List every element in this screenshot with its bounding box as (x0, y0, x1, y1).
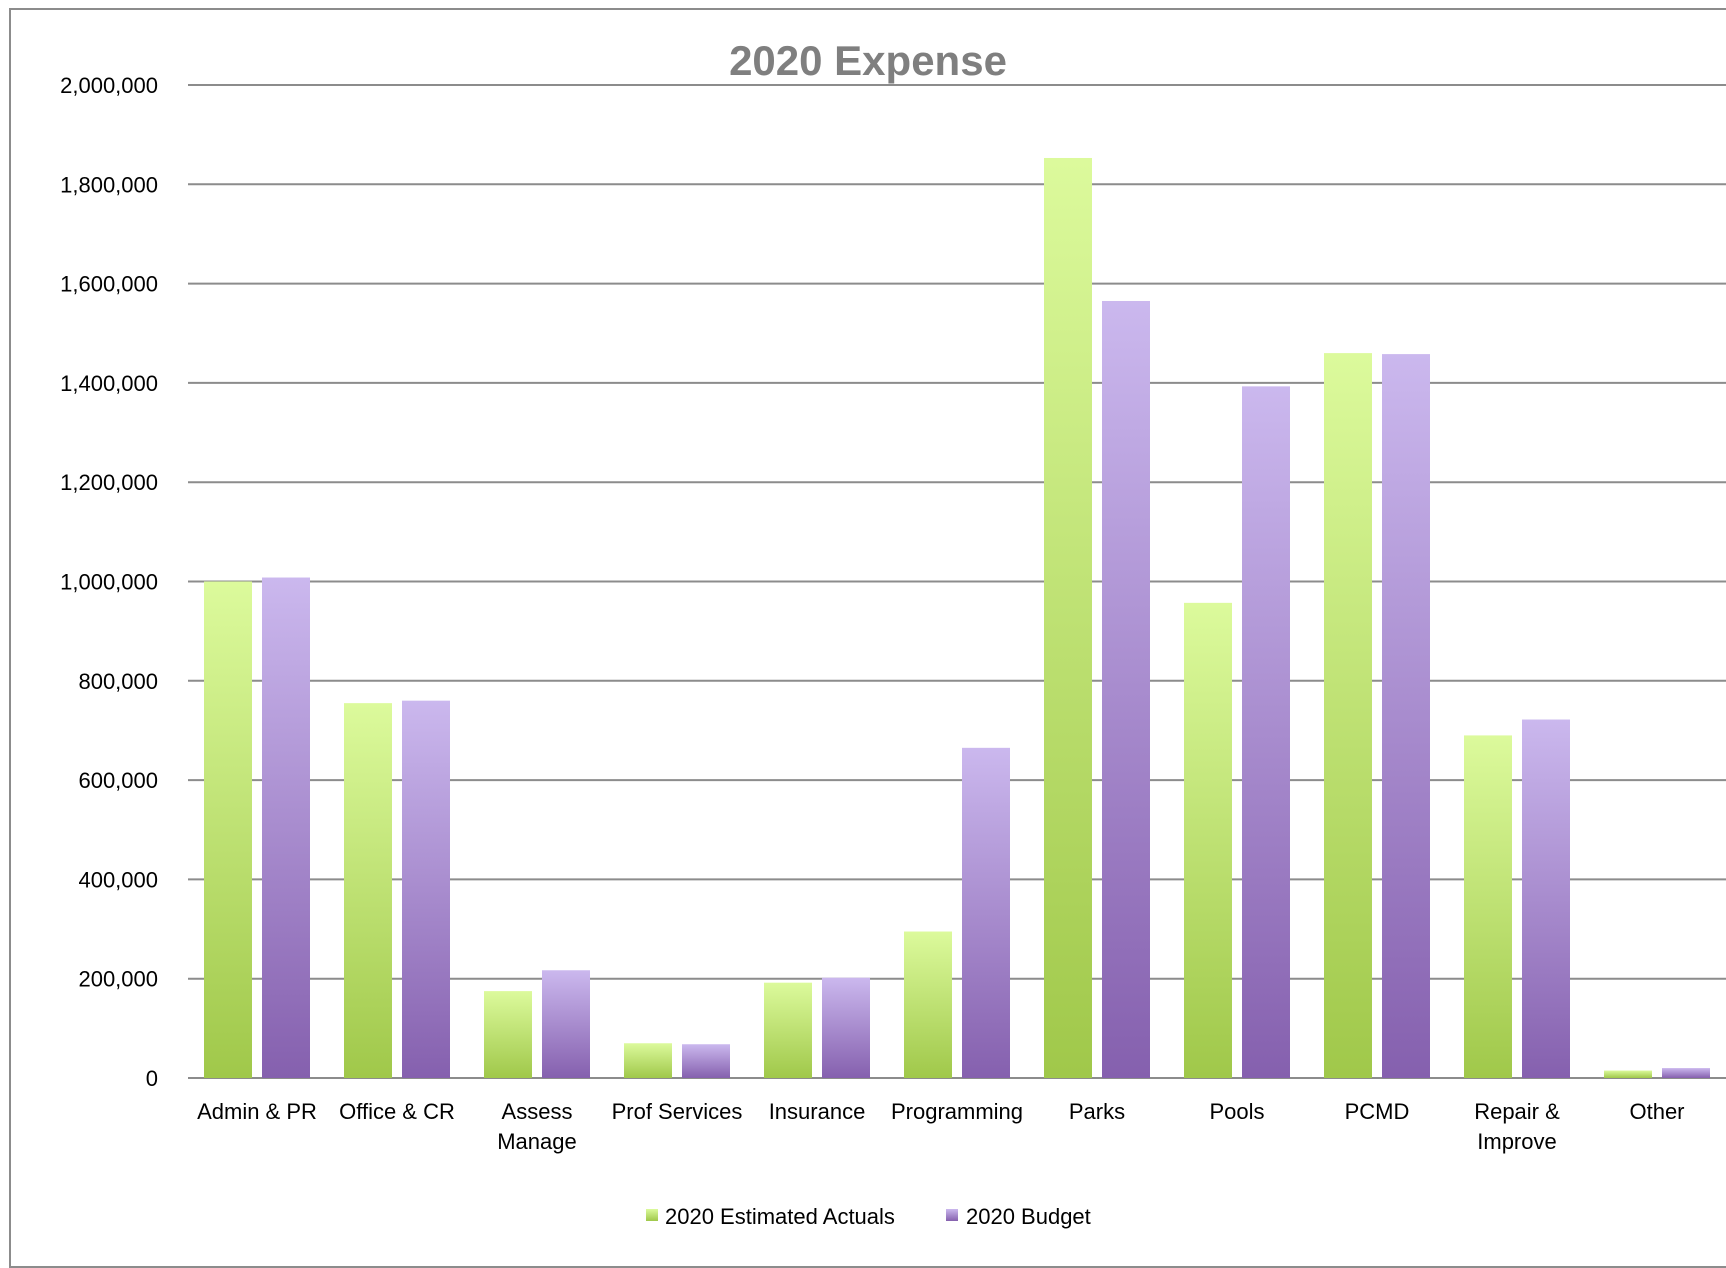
y-tick-label: 600,000 (78, 768, 158, 793)
x-tick-label: Insurance (769, 1099, 866, 1124)
y-tick-label: 1,600,000 (60, 272, 158, 297)
bar-estimated-actuals (764, 982, 812, 1078)
x-tick-label: Assess Manage (497, 1099, 577, 1154)
bar-budget (1662, 1068, 1710, 1078)
bar-budget (1242, 386, 1290, 1078)
x-tick-label: Other (1629, 1099, 1684, 1124)
y-tick-label: 1,200,000 (60, 470, 158, 495)
x-tick-label: Programming (891, 1099, 1023, 1124)
legend-label: 2020 Budget (966, 1204, 1091, 1229)
y-tick-label: 200,000 (78, 967, 158, 992)
bar-budget (1382, 354, 1430, 1078)
bar-budget (1102, 300, 1150, 1078)
y-tick-label: 0 (146, 1066, 158, 1091)
bar-estimated-actuals (1464, 735, 1512, 1078)
bar-budget (822, 977, 870, 1078)
y-tick-label: 1,400,000 (60, 371, 158, 396)
x-tick-label: Repair & Improve (1474, 1099, 1560, 1154)
x-axis-tick-labels: Admin & PR Office & CR Assess Manage Prof Se… (197, 1099, 1684, 1154)
legend-swatch (946, 1209, 958, 1221)
y-tick-label: 2,000,000 (60, 73, 158, 98)
bar-estimated-actuals (1604, 1070, 1652, 1078)
x-tick-label: PCMD (1345, 1099, 1410, 1124)
bar-estimated-actuals (1044, 157, 1092, 1079)
bar-estimated-actuals (344, 703, 392, 1078)
bar-budget (1522, 719, 1570, 1078)
bar-estimated-actuals (484, 991, 532, 1078)
bar-budget (402, 700, 450, 1078)
y-axis-tick-labels: 0 200,000 400,000 600,000 800,000 1,000,000 1,… (60, 73, 158, 1091)
x-tick-label: Admin & PR (197, 1099, 317, 1124)
y-tick-label: 1,800,000 (60, 172, 158, 197)
bar-budget (262, 577, 310, 1078)
y-tick-label: 400,000 (78, 867, 158, 892)
bar-estimated-actuals (624, 1043, 672, 1078)
bar-estimated-actuals (1324, 353, 1372, 1078)
y-tick-label: 800,000 (78, 669, 158, 694)
bar-estimated-actuals (904, 931, 952, 1078)
x-tick-label: Pools (1209, 1099, 1264, 1124)
legend-swatch (646, 1209, 658, 1221)
legend-label: 2020 Estimated Actuals (665, 1204, 895, 1229)
x-tick-label: Prof Services (612, 1099, 743, 1124)
bar-budget (962, 747, 1010, 1078)
chart-title: 2020 Expense (729, 37, 1007, 84)
y-tick-label: 1,000,000 (60, 570, 158, 595)
bar-budget (682, 1044, 730, 1078)
legend: 2020 Estimated Actuals 2020 Budget (646, 1204, 1091, 1229)
bar-budget (542, 970, 590, 1078)
x-tick-label: Parks (1069, 1099, 1125, 1124)
bar-estimated-actuals (1184, 602, 1232, 1078)
x-tick-label: Office & CR (339, 1099, 455, 1124)
bars (204, 157, 1710, 1079)
bar-estimated-actuals (204, 581, 252, 1078)
